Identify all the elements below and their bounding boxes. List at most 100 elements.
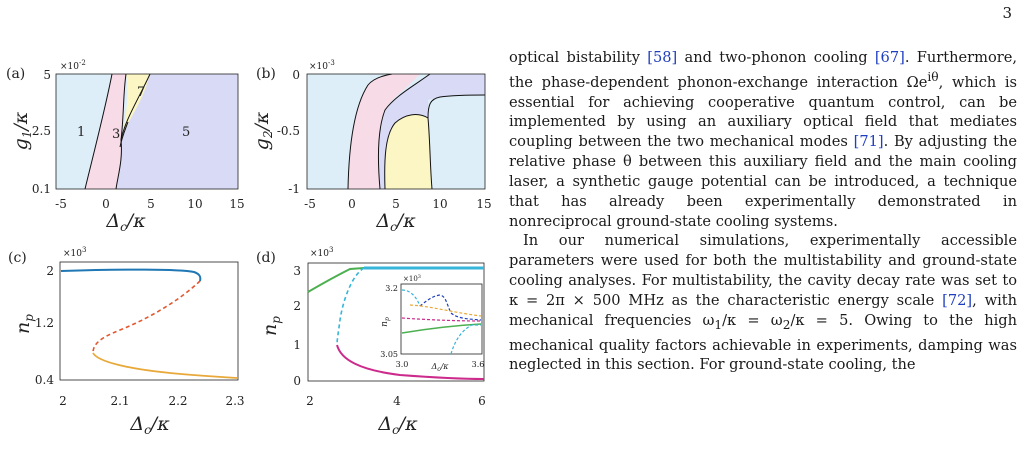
x-ticks-d: 2 4 6 [306, 394, 486, 408]
x-tick-label: 15 [476, 197, 491, 211]
inset-y-tick: 3.05 [380, 350, 398, 359]
y-tick-label: -0.5 [277, 124, 300, 138]
page-number: 3 [1002, 4, 1012, 22]
x-tick-label: 2.1 [110, 394, 129, 408]
x-tick-label: 2 [306, 394, 314, 408]
y-tick-label: 1.2 [35, 316, 54, 330]
x-tick-label: 5 [392, 197, 400, 211]
paragraph-2: In our numerical simulations, experiment… [509, 231, 1017, 375]
green-curve [307, 267, 365, 293]
inset-y-label: np [380, 317, 391, 327]
y-axis-label-c: np [12, 314, 36, 334]
orange-dashed-curve [92, 280, 201, 354]
subscript: 2 [782, 317, 791, 332]
y-tick-label: 0.1 [32, 182, 51, 196]
axis-multiplier-c: ×103 [63, 246, 86, 259]
citation-link[interactable]: [58] [647, 49, 678, 66]
x-tick-label: 4 [393, 394, 401, 408]
y-ticks-b: 0 -0.5 -1 [277, 68, 300, 196]
panel-b: (b) ×10-3 0 -0.5 -1 -5 0 5 10 15 Δc/κ g2… [251, 59, 492, 234]
magenta-curve [336, 344, 485, 380]
y-ticks-a: 5 2.5 0.1 [32, 68, 51, 196]
x-tick-label: -5 [304, 197, 316, 211]
y-axis-label-a: g1/κ [10, 111, 34, 150]
x-tick-label: 10 [187, 197, 202, 211]
y-tick-label: 0 [293, 374, 301, 388]
axis-multiplier-d: ×103 [310, 246, 333, 259]
superscript: iθ [927, 69, 939, 84]
y-tick-label: 5 [43, 68, 51, 82]
x-tick-label: 2.3 [225, 394, 244, 408]
panel-label-d: (d) [256, 250, 276, 266]
paragraph-1: optical bistability [58] and two-phonon … [509, 48, 1017, 231]
panel-label-a: (a) [6, 66, 25, 82]
inset-multiplier: ×103 [403, 274, 421, 283]
region-7-fill [121, 74, 150, 140]
region-label-3: 3 [112, 127, 120, 142]
x-tick-label: 5 [147, 197, 155, 211]
figure: 1 3 5 7 (a) ×10-2 5 2.5 0.1 -5 0 5 10 15… [6, 59, 492, 437]
text-run: . Furthermore, the phase-dependent phono… [509, 49, 1017, 91]
text-run: In our numerical simulations, experiment… [509, 232, 1017, 309]
y-tick-label: 2.5 [32, 124, 51, 138]
y-axis-label-b: g2/κ [251, 111, 275, 150]
x-tick-label: 6 [478, 394, 486, 408]
text-run: , with mechanical frequencies ω [509, 291, 1018, 329]
x-tick-label: 2.2 [168, 394, 187, 408]
text-run: and two-phonon cooling [677, 49, 875, 66]
text-run: /κ = ω [722, 311, 783, 329]
subscript: 1 [714, 317, 723, 332]
text-run: , which is essential for achieving coope… [509, 73, 1017, 151]
axis-multiplier-b: ×10-3 [309, 59, 335, 72]
panel-c: (c) ×103 2 1.2 0.4 2 2.1 2.2 2.3 Δc/κ np [8, 246, 245, 437]
region-5-fill [116, 74, 238, 189]
region-yellow-fill [384, 114, 432, 189]
text-run: /κ = 5. Owing to the high mechanical qua… [509, 311, 1018, 374]
panel-d: ×103 3.2 3.05 3.0 3.6 Δc/κ np (d) ×103 3… [256, 246, 486, 437]
citation-link[interactable]: [72] [942, 291, 973, 309]
region-label-5: 5 [182, 125, 190, 140]
axis-multiplier-a: ×10-2 [60, 59, 86, 72]
inset-x-tick: 3.6 [472, 360, 485, 369]
x-tick-label: 0 [102, 197, 110, 211]
y-tick-label: 2 [46, 264, 54, 278]
y-tick-label: 1 [293, 338, 301, 352]
blue-curve [60, 268, 202, 282]
x-ticks-b: -5 0 5 10 15 [304, 197, 491, 211]
x-ticks-c: 2 2.1 2.2 2.3 [59, 394, 244, 408]
region-pink-fill [348, 74, 420, 189]
y-tick-label: 0 [292, 68, 300, 82]
x-ticks-a: -5 0 5 10 15 [55, 197, 244, 211]
citation-link[interactable]: [71] [853, 133, 884, 151]
y-axis-label-d: np [259, 316, 283, 336]
region-label-1: 1 [77, 125, 85, 140]
y-tick-label: 0.4 [35, 373, 54, 387]
y-ticks-d: 3 2 1 0 [293, 264, 301, 388]
citation-link[interactable]: [67] [874, 49, 905, 66]
x-axis-label-d: Δc/κ [377, 413, 418, 437]
inset: ×103 3.2 3.05 3.0 3.6 Δc/κ np [380, 274, 484, 373]
cyan-dashed-curve [336, 267, 365, 346]
inset-x-tick: 3.0 [396, 360, 409, 369]
y-tick-label: -1 [288, 182, 300, 196]
x-axis-label-a: Δc/κ [105, 210, 146, 234]
inset-y-tick: 3.2 [385, 284, 398, 293]
x-tick-label: 15 [229, 197, 244, 211]
panel-a: 1 3 5 7 (a) ×10-2 5 2.5 0.1 -5 0 5 10 15… [6, 59, 245, 234]
panel-label-b: (b) [256, 66, 276, 82]
y-ticks-c: 2 1.2 0.4 [35, 264, 54, 387]
region-label-7: 7 [137, 85, 145, 100]
x-tick-label: -5 [55, 197, 67, 211]
text-run: optical bistability [509, 49, 648, 66]
y-tick-label: 2 [293, 299, 301, 313]
x-tick-label: 0 [348, 197, 356, 211]
x-tick-label: 2 [59, 394, 67, 408]
x-axis-label-c: Δc/κ [129, 413, 170, 437]
inset-x-label: Δc/κ [430, 362, 449, 373]
y-tick-label: 3 [293, 264, 301, 278]
text-column: optical bistability [58] and two-phonon … [509, 48, 1017, 375]
panel-label-c: (c) [8, 250, 27, 266]
text-run: . By adjusting the relative phase θ betw… [509, 133, 1018, 230]
gold-curve [92, 352, 238, 379]
x-tick-label: 10 [432, 197, 447, 211]
